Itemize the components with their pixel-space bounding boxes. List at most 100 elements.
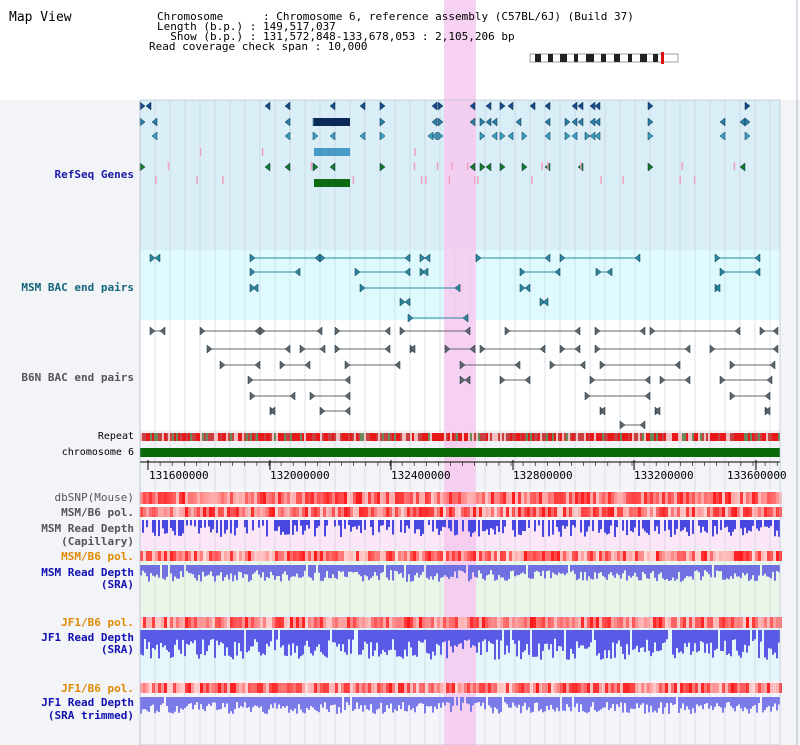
polymorphism-heat-mark — [707, 551, 710, 561]
polymorphism-heat-mark — [425, 683, 428, 693]
polymorphism-heat-mark — [635, 492, 638, 504]
read-depth-bar — [396, 630, 398, 657]
polymorphism-heat-mark — [296, 617, 299, 628]
repeat-mark — [752, 433, 754, 441]
repeat-mark — [276, 433, 278, 441]
polymorphism-heat-mark — [584, 492, 587, 504]
jf1-b6-pol-label-1[interactable]: JF1/B6 pol. — [61, 616, 134, 629]
read-depth-bar — [482, 520, 484, 532]
read-depth-bar — [682, 697, 684, 704]
refseq-genes-label[interactable]: RefSeq Genes — [54, 168, 134, 181]
read-depth-bar — [748, 520, 750, 531]
polymorphism-heat-mark — [623, 551, 626, 561]
polymorphism-heat-mark — [704, 551, 707, 561]
polymorphism-heat-mark — [587, 683, 590, 693]
polymorphism-heat-mark — [635, 683, 638, 693]
polymorphism-heat-mark — [560, 492, 563, 504]
repeat-mark — [704, 433, 706, 441]
polymorphism-heat-mark — [761, 507, 764, 517]
read-depth-bar — [394, 630, 396, 651]
polymorphism-heat-mark — [779, 551, 782, 561]
polymorphism-heat-mark — [383, 617, 386, 628]
polymorphism-heat-mark — [770, 507, 773, 517]
polymorphism-heat-mark — [407, 683, 410, 693]
read-depth-bar — [214, 565, 216, 582]
polymorphism-heat-mark — [605, 507, 608, 517]
polymorphism-heat-mark — [632, 617, 635, 628]
read-depth-bar — [440, 630, 442, 655]
polymorphism-heat-mark — [200, 683, 203, 693]
polymorphism-heat-mark — [674, 683, 677, 693]
read-depth-bar — [546, 697, 548, 706]
read-depth-bar — [738, 697, 740, 705]
msm-bac-end-pairs-label[interactable]: MSM BAC end pairs — [21, 281, 134, 294]
read-depth-bar — [664, 565, 666, 580]
read-depth-bar — [514, 520, 516, 537]
gene-glyph — [754, 267, 761, 277]
read-depth-bar — [742, 565, 744, 573]
polymorphism-heat-mark — [320, 507, 323, 517]
polymorphism-heat-mark — [359, 551, 362, 561]
read-depth-bar — [512, 520, 514, 531]
read-depth-bar — [626, 697, 628, 713]
read-depth-bar — [514, 565, 516, 577]
dbsnp-label[interactable]: dbSNP(Mouse) — [54, 491, 134, 504]
b6n-bac-end-pairs-label[interactable]: B6N BAC end pairs — [21, 371, 134, 384]
read-depth-bar — [240, 630, 242, 652]
polymorphism-heat-mark — [347, 551, 350, 561]
polymorphism-heat-mark — [281, 551, 284, 561]
polymorphism-heat-mark — [626, 683, 629, 693]
polymorphism-heat-mark — [737, 617, 740, 628]
polymorphism-heat-mark — [293, 551, 296, 561]
msm-b6-pol-label-2[interactable]: MSM/B6 pol. — [61, 550, 134, 563]
polymorphism-heat-mark — [245, 683, 248, 693]
msm-read-depth-sra-label[interactable]: MSM Read Depth — [41, 566, 134, 579]
read-depth-bar — [208, 630, 210, 646]
read-depth-bar — [614, 520, 616, 537]
polymorphism-heat-mark — [677, 492, 680, 504]
read-depth-bar — [720, 565, 722, 572]
repeat-mark — [768, 433, 770, 441]
repeat-mark — [774, 433, 776, 441]
read-depth-bar — [666, 697, 668, 704]
read-depth-bar — [762, 697, 764, 713]
msm-read-depth-capillary-label[interactable]: MSM Read Depth — [41, 522, 134, 535]
read-depth-bar — [396, 697, 398, 711]
polymorphism-heat-mark — [179, 551, 182, 561]
read-depth-bar — [462, 697, 464, 703]
read-depth-bar — [612, 565, 614, 576]
read-depth-bar — [186, 565, 188, 572]
polymorphism-heat-mark — [488, 492, 491, 504]
polymorphism-heat-mark — [356, 492, 359, 504]
polymorphism-heat-mark — [425, 617, 428, 628]
jf1-b6-pol-label-2[interactable]: JF1/B6 pol. — [61, 682, 134, 695]
read-depth-bar — [378, 520, 380, 533]
polymorphism-heat-mark — [482, 551, 485, 561]
polymorphism-heat-mark — [671, 683, 674, 693]
polymorphism-heat-mark — [212, 617, 215, 628]
polymorphism-heat-mark — [218, 617, 221, 628]
read-depth-bar — [346, 630, 348, 655]
msm-b6-pol-label-1[interactable]: MSM/B6 pol. — [61, 506, 134, 519]
polymorphism-heat-mark — [347, 507, 350, 517]
polymorphism-heat-mark — [740, 551, 743, 561]
repeat-mark — [656, 433, 658, 441]
read-depth-bar — [650, 697, 652, 706]
repeat-mark — [632, 433, 634, 441]
read-depth-bar — [662, 565, 664, 579]
read-depth-bar — [256, 565, 258, 571]
polymorphism-heat-mark — [629, 507, 632, 517]
read-depth-bar — [680, 565, 682, 582]
read-depth-bar — [152, 630, 154, 649]
polymorphism-heat-mark — [455, 617, 458, 628]
repeat-mark — [450, 433, 452, 441]
polymorphism-heat-mark — [659, 683, 662, 693]
gene-glyph — [264, 101, 271, 111]
polymorphism-heat-mark — [542, 683, 545, 693]
gene-glyph — [521, 131, 528, 141]
read-depth-bar — [416, 630, 418, 657]
jf1-read-depth-trimmed-label[interactable]: JF1 Read Depth — [41, 696, 134, 709]
jf1-read-depth-sra-label[interactable]: JF1 Read Depth — [41, 631, 134, 644]
polymorphism-heat-mark — [377, 683, 380, 693]
